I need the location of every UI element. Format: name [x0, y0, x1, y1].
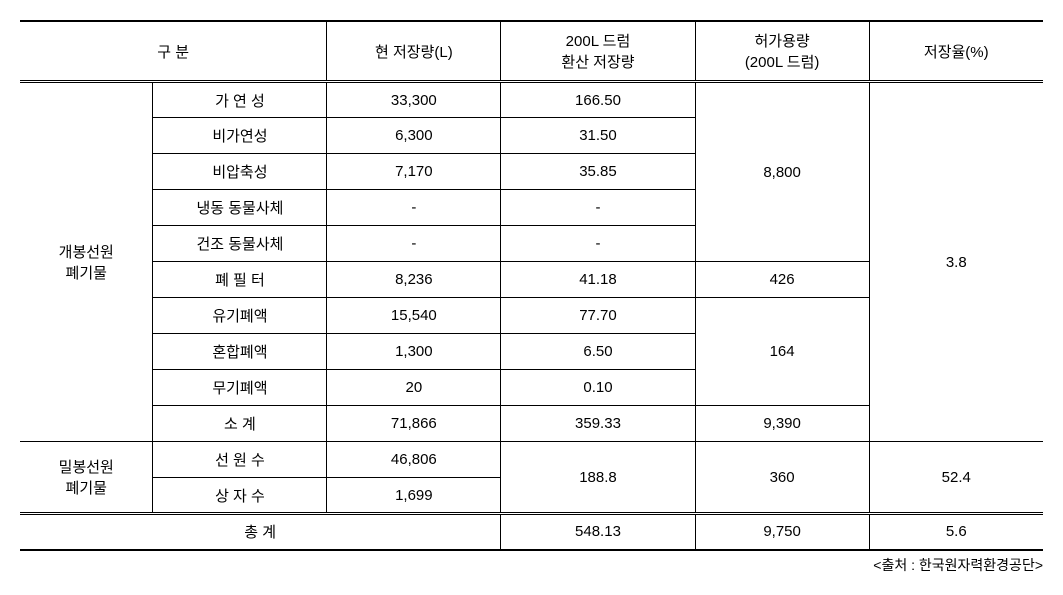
row-label: 비가연성 — [153, 118, 327, 154]
total-label: 총 계 — [20, 514, 501, 550]
cell-rate-unsealed: 3.8 — [869, 82, 1043, 442]
cell-stock: - — [327, 190, 501, 226]
header-storage-rate: 저장율(%) — [869, 21, 1043, 82]
row-label: 가 연 성 — [153, 82, 327, 118]
table-row: 밀봉선원 폐기물 선 원 수 46,806 188.8 360 52.4 — [20, 442, 1043, 478]
row-label: 상 자 수 — [153, 478, 327, 514]
cell-drum: 77.70 — [501, 298, 695, 334]
header-drum-line2: 환산 저장량 — [561, 54, 634, 71]
row-label: 소 계 — [153, 406, 327, 442]
cell-stock: 33,300 — [327, 82, 501, 118]
category-sealed: 밀봉선원 폐기물 — [20, 442, 153, 514]
cell-drum-sealed: 188.8 — [501, 442, 695, 514]
header-capacity-line1: 허가용량 — [755, 33, 810, 50]
cell-drum: 31.50 — [501, 118, 695, 154]
cell-stock: 71,866 — [327, 406, 501, 442]
waste-storage-table: 구 분 현 저장량(L) 200L 드럼 환산 저장량 허가용량 (200L 드… — [20, 20, 1043, 551]
row-label: 건조 동물사체 — [153, 226, 327, 262]
header-drum-line1: 200L 드럼 — [566, 33, 631, 50]
cell-drum: 166.50 — [501, 82, 695, 118]
cell-drum: 6.50 — [501, 334, 695, 370]
row-label: 혼합폐액 — [153, 334, 327, 370]
cell-drum: 35.85 — [501, 154, 695, 190]
cell-stock: 20 — [327, 370, 501, 406]
cell-capacity-sealed: 360 — [695, 442, 869, 514]
source-citation: <출처 : 한국원자력환경공단> — [20, 555, 1043, 575]
row-label: 선 원 수 — [153, 442, 327, 478]
row-label: 유기폐액 — [153, 298, 327, 334]
cell-stock: 8,236 — [327, 262, 501, 298]
cell-rate-sealed: 52.4 — [869, 442, 1043, 514]
cell-drum: 41.18 — [501, 262, 695, 298]
row-label: 폐 필 터 — [153, 262, 327, 298]
cell-capacity-group2: 164 — [695, 298, 869, 406]
table-row: 개봉선원 폐기물 가 연 성 33,300 166.50 8,800 3.8 — [20, 82, 1043, 118]
row-label: 무기폐액 — [153, 370, 327, 406]
row-label: 비압축성 — [153, 154, 327, 190]
header-capacity-line2: (200L 드럼) — [745, 54, 820, 71]
cell-stock: 46,806 — [327, 442, 501, 478]
cell-drum: - — [501, 190, 695, 226]
cell-capacity-subtotal: 9,390 — [695, 406, 869, 442]
table-row-total: 총 계 548.13 9,750 5.6 — [20, 514, 1043, 550]
cell-drum: 359.33 — [501, 406, 695, 442]
cell-stock: 6,300 — [327, 118, 501, 154]
category-unsealed: 개봉선원 폐기물 — [20, 82, 153, 442]
cell-stock: 1,300 — [327, 334, 501, 370]
total-rate: 5.6 — [869, 514, 1043, 550]
row-label: 냉동 동물사체 — [153, 190, 327, 226]
cell-drum: 0.10 — [501, 370, 695, 406]
header-drum-conversion: 200L 드럼 환산 저장량 — [501, 21, 695, 82]
cell-stock: - — [327, 226, 501, 262]
cell-stock: 7,170 — [327, 154, 501, 190]
total-drum: 548.13 — [501, 514, 695, 550]
table-header-row: 구 분 현 저장량(L) 200L 드럼 환산 저장량 허가용량 (200L 드… — [20, 21, 1043, 82]
header-category: 구 분 — [20, 21, 327, 82]
cell-capacity-filter: 426 — [695, 262, 869, 298]
cell-drum: - — [501, 226, 695, 262]
cell-capacity-group1: 8,800 — [695, 82, 869, 262]
cell-stock: 1,699 — [327, 478, 501, 514]
total-capacity: 9,750 — [695, 514, 869, 550]
header-capacity: 허가용량 (200L 드럼) — [695, 21, 869, 82]
header-current-stock: 현 저장량(L) — [327, 21, 501, 82]
cell-stock: 15,540 — [327, 298, 501, 334]
